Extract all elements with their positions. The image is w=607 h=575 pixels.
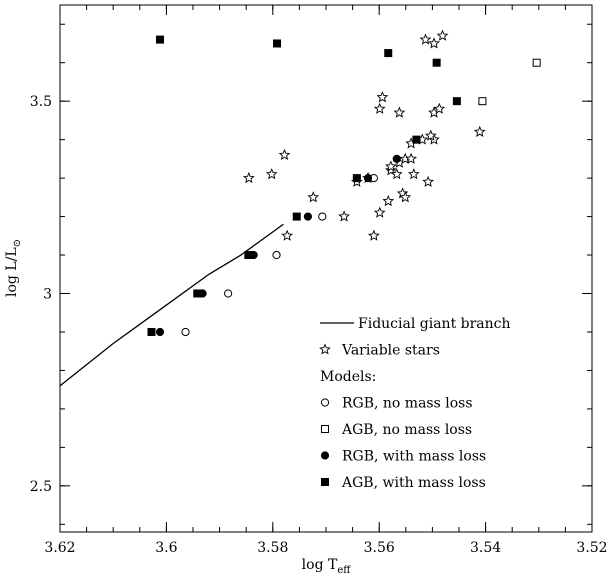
agb-with-mass-loss-point — [147, 327, 156, 336]
y-tick-label: 2.5 — [30, 479, 52, 495]
variable-stars-point — [373, 206, 386, 218]
variable-stars-point — [385, 160, 397, 172]
variable-stars-point — [242, 171, 255, 184]
variable-stars-point — [473, 125, 486, 137]
rgb-no-mass-loss-point — [318, 212, 327, 221]
agb-no-mass-loss-point — [532, 58, 541, 67]
variable-stars-point — [382, 195, 395, 207]
variable-stars-point — [436, 29, 449, 41]
agb-with-mass-loss-point — [352, 174, 361, 183]
legend-header: Models: — [320, 369, 376, 385]
variable-stars-point — [399, 191, 412, 203]
rgb-with-mass-loss-point — [363, 174, 373, 183]
agb-with-mass-loss-point — [432, 58, 441, 67]
variable-stars-point — [424, 129, 437, 141]
legend-marker-variable-stars — [319, 343, 331, 355]
variable-stars-point — [338, 210, 350, 222]
legend-label-variable-stars: Variable stars — [341, 343, 440, 359]
plot-area — [60, 29, 541, 387]
rgb-no-mass-loss-point — [181, 327, 190, 337]
legend-marker-agb-with-mass-loss — [321, 478, 329, 486]
rgb-no-mass-loss-point — [224, 289, 233, 298]
y-axis-label: log L/L⊙ — [4, 239, 23, 297]
variable-stars-point — [368, 229, 380, 241]
variable-stars-point — [307, 191, 320, 203]
legend: Fiducial giant branch Variable stars Model… — [319, 316, 511, 491]
agb-with-mass-loss-point — [244, 251, 253, 260]
agb-with-mass-loss-point — [193, 289, 202, 298]
agb-with-mass-loss-point — [292, 212, 301, 221]
variable-stars-point — [419, 33, 432, 45]
variable-stars-point — [376, 91, 389, 103]
fiducial-giant-branch-line — [60, 223, 284, 387]
legend-marker-agb-no-mass-loss — [321, 425, 329, 433]
legend-marker-rgb-with-mass-loss — [320, 451, 330, 460]
variable-stars-point — [373, 102, 386, 114]
x-axis-label-subscript: eff — [337, 565, 351, 575]
legend-label-rgb-with-mass-loss: RGB, with mass loss — [342, 449, 486, 465]
x-tick-label: 3.62 — [44, 540, 75, 556]
x-tick-label: 3.56 — [364, 540, 395, 556]
legend-marker-rgb-no-mass-loss — [320, 398, 330, 407]
x-tick-label: 3.6 — [155, 540, 177, 556]
variable-stars-point — [428, 37, 440, 49]
legend-label-fiducial-giant-branch: Fiducial giant branch — [358, 316, 511, 332]
variable-stars-point — [393, 106, 406, 118]
variable-stars-point — [390, 168, 403, 180]
tick-labels: 3.62 3.6 3.58 3.56 3.54 3.52 2.5 3 3.5 — [30, 94, 607, 556]
agb-with-mass-loss-point — [384, 49, 393, 58]
variable-stars-point — [422, 175, 435, 187]
y-tick-label: 3.5 — [30, 94, 52, 110]
legend-label-rgb-no-mass-loss: RGB, no mass loss — [342, 396, 473, 412]
x-tick-label: 3.52 — [576, 540, 607, 556]
y-axis-label-sun-symbol: ⊙ — [12, 239, 23, 247]
variable-stars-point — [281, 229, 294, 241]
y-tick-label: 3 — [43, 287, 52, 303]
rgb-with-mass-loss-point — [155, 327, 165, 337]
agb-no-mass-loss-point — [478, 97, 487, 106]
variable-stars-point — [407, 168, 420, 180]
variable-stars-point — [405, 152, 417, 164]
agb-with-mass-loss-point — [273, 39, 282, 48]
legend-label-agb-no-mass-loss: AGB, no mass loss — [341, 422, 472, 438]
rgb-with-mass-loss-point — [392, 154, 401, 163]
variable-stars-point — [265, 168, 278, 180]
variable-stars-point — [433, 102, 446, 114]
axis-ticks — [59, 5, 593, 532]
rgb-with-mass-loss-point — [303, 212, 313, 221]
legend-label-agb-with-mass-loss: AGB, with mass loss — [341, 475, 486, 491]
variable-stars-point — [278, 148, 291, 161]
agb-with-mass-loss-point — [412, 135, 421, 144]
x-tick-label: 3.54 — [470, 540, 501, 556]
agb-with-mass-loss-point — [452, 97, 461, 106]
x-axis-label: log Teff — [302, 557, 352, 575]
agb-with-mass-loss-point — [156, 35, 165, 44]
rgb-no-mass-loss-point — [272, 250, 281, 260]
x-tick-label: 3.58 — [257, 540, 288, 556]
